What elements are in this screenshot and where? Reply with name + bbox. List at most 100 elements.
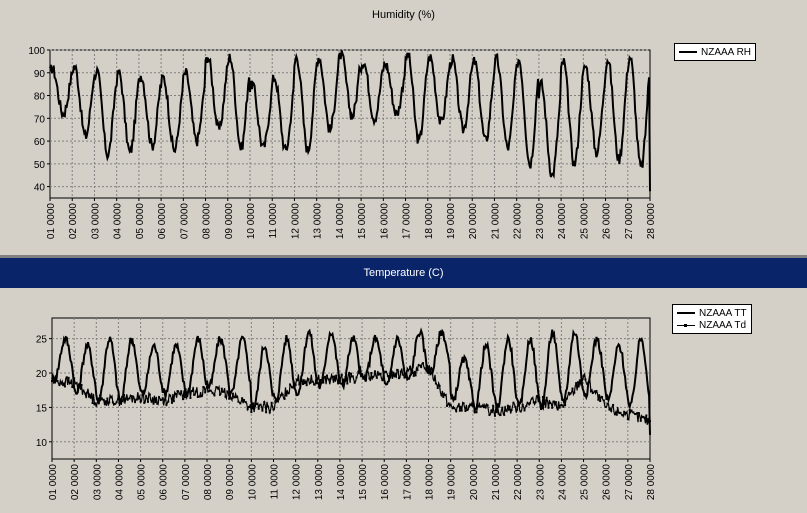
series-marker: [161, 397, 164, 400]
series-marker: [104, 400, 107, 403]
panel-splitter[interactable]: [0, 255, 807, 258]
series-marker: [320, 381, 323, 384]
series-marker: [130, 395, 133, 398]
series-marker: [479, 405, 482, 408]
series-marker: [283, 397, 286, 400]
x-tick-label: 13 0000: [314, 464, 325, 501]
series-marker: [558, 406, 561, 409]
series-marker: [300, 380, 303, 383]
series-marker: [482, 405, 485, 408]
series-marker: [305, 384, 308, 387]
legend-swatch-rh: [679, 51, 697, 53]
series-marker: [462, 402, 465, 405]
series-marker: [84, 392, 87, 395]
x-tick-label: 02 0000: [68, 203, 79, 240]
series-marker: [447, 402, 450, 405]
y-tick-label: 60: [34, 137, 46, 148]
legend-item-tt: NZAAA TT: [677, 307, 747, 319]
series-marker: [373, 370, 376, 373]
x-tick-label: 03 0000: [92, 464, 103, 501]
series-marker: [204, 391, 207, 394]
series-marker: [577, 381, 580, 384]
series-marker: [455, 410, 458, 413]
series-marker: [191, 390, 194, 393]
humidity-panel[interactable]: Humidity (%) 40 50 60 70 80 90 100 01 0000 02 00…: [0, 0, 807, 255]
series-marker: [612, 403, 615, 406]
series-marker: [322, 381, 325, 384]
series-marker: [636, 412, 639, 415]
series-marker: [368, 377, 371, 380]
x-tick-label: 10 0000: [247, 464, 258, 501]
series-marker: [326, 374, 329, 377]
series-marker: [233, 396, 236, 399]
x-tick-label: 21 0000: [491, 464, 502, 501]
x-tick-label: 12 0000: [292, 464, 303, 501]
series-marker: [597, 398, 600, 401]
y-tick-label: 80: [34, 92, 46, 103]
series-marker: [58, 383, 61, 386]
y-tick-label: 40: [34, 183, 46, 194]
x-tick-label: 14 0000: [335, 203, 346, 240]
series-marker: [370, 372, 373, 375]
series-marker: [165, 403, 168, 406]
series-marker: [117, 394, 120, 397]
x-tick-label: 28 0000: [646, 203, 657, 240]
humidity-title: Humidity (%): [372, 9, 435, 21]
series-marker: [606, 402, 609, 405]
series-marker: [124, 397, 127, 400]
series-marker: [333, 375, 336, 378]
temperature-panel[interactable]: Temperature (C) 10 15 20 25 01 0000 02 0000 03…: [0, 258, 807, 513]
series-marker: [442, 395, 445, 398]
humidity-chart: 40 50 60 70 80 90 100 01 0000 02 0000 03 0000 04 0…: [28, 46, 657, 240]
series-marker: [610, 409, 613, 412]
series-marker: [143, 401, 146, 404]
series-marker: [357, 370, 360, 373]
series-marker: [364, 379, 367, 382]
series-marker: [135, 398, 138, 401]
series-marker: [547, 406, 550, 409]
series-line-1: [49, 50, 651, 192]
series-marker: [67, 376, 70, 379]
x-tick-label: 09 0000: [225, 464, 236, 501]
series-marker: [626, 418, 629, 421]
series-marker: [588, 380, 591, 383]
series-marker: [139, 400, 142, 403]
y-tick-label: 20: [36, 369, 48, 380]
x-tick-label: 20 0000: [468, 203, 479, 240]
series-marker: [458, 409, 461, 412]
series-marker: [163, 398, 166, 401]
series-marker: [628, 408, 631, 411]
legend-label-rh: NZAAA RH: [701, 46, 752, 58]
x-tick-label: 22 0000: [513, 203, 524, 240]
series-marker: [541, 395, 544, 398]
series-marker: [599, 399, 602, 402]
temperature-title: Temperature (C): [0, 258, 807, 288]
series-marker: [433, 379, 436, 382]
series-marker: [226, 390, 229, 393]
series-marker: [294, 383, 297, 386]
series-marker: [270, 401, 273, 404]
y-tick-label: 10: [36, 438, 48, 449]
legend-item-rh: NZAAA RH: [679, 46, 751, 58]
series-marker: [381, 379, 384, 382]
x-tick-label: 27 0000: [624, 464, 635, 501]
series-marker: [65, 376, 68, 379]
series-marker: [536, 394, 539, 397]
series-marker: [281, 393, 284, 396]
series-marker: [639, 419, 642, 422]
series-marker: [170, 401, 173, 404]
series-marker: [519, 410, 522, 413]
x-tick-label: 23 0000: [535, 203, 546, 240]
series-marker: [492, 404, 495, 407]
series-marker: [521, 403, 524, 406]
series-marker: [350, 372, 352, 375]
series-marker: [272, 408, 275, 411]
series-marker: [224, 395, 227, 398]
series-marker: [553, 400, 556, 403]
series-marker: [54, 375, 57, 378]
x-tick-label: 04 0000: [113, 203, 124, 240]
series-marker: [613, 413, 616, 416]
series-marker: [327, 378, 330, 381]
series-marker: [206, 385, 209, 388]
series-marker: [431, 368, 434, 371]
